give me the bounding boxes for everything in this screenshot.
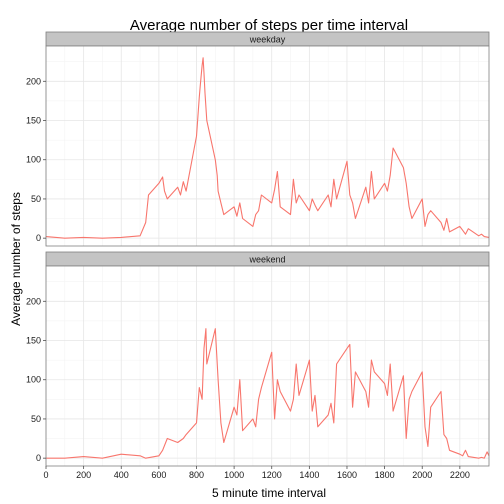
strip-label: weekday: [249, 35, 286, 45]
y-tick-label: 50: [31, 414, 41, 424]
x-tick-label: 0: [43, 470, 48, 480]
x-tick-label: 200: [76, 470, 91, 480]
x-tick-label: 1200: [262, 470, 282, 480]
y-axis-title: Average number of steps: [9, 192, 23, 326]
y-tick-label: 0: [36, 453, 41, 463]
y-tick-label: 100: [26, 375, 41, 385]
y-tick-label: 200: [26, 296, 41, 306]
x-tick-label: 400: [114, 470, 129, 480]
facet-panel-weekday: weekday 0 50 100 150 200: [26, 32, 489, 246]
x-tick-label: 800: [189, 470, 204, 480]
y-tick-label: 150: [26, 336, 41, 346]
x-tick-label: 1400: [299, 470, 319, 480]
y-tick-label: 0: [36, 233, 41, 243]
y-tick-label: 150: [26, 116, 41, 126]
x-tick-label: 1600: [337, 470, 357, 480]
y-tick-label: 200: [26, 76, 41, 86]
x-tick-label: 1800: [375, 470, 395, 480]
x-tick-label: 600: [151, 470, 166, 480]
x-tick-label: 1000: [224, 470, 244, 480]
chart-title: Average number of steps per time interva…: [130, 17, 408, 34]
y-tick-label: 100: [26, 155, 41, 165]
x-tick-label: 2000: [412, 470, 432, 480]
x-tick-label: 2200: [450, 470, 470, 480]
x-axis-title: 5 minute time interval: [212, 486, 326, 500]
strip-label: weekend: [248, 255, 285, 265]
y-tick-label: 50: [31, 194, 41, 204]
